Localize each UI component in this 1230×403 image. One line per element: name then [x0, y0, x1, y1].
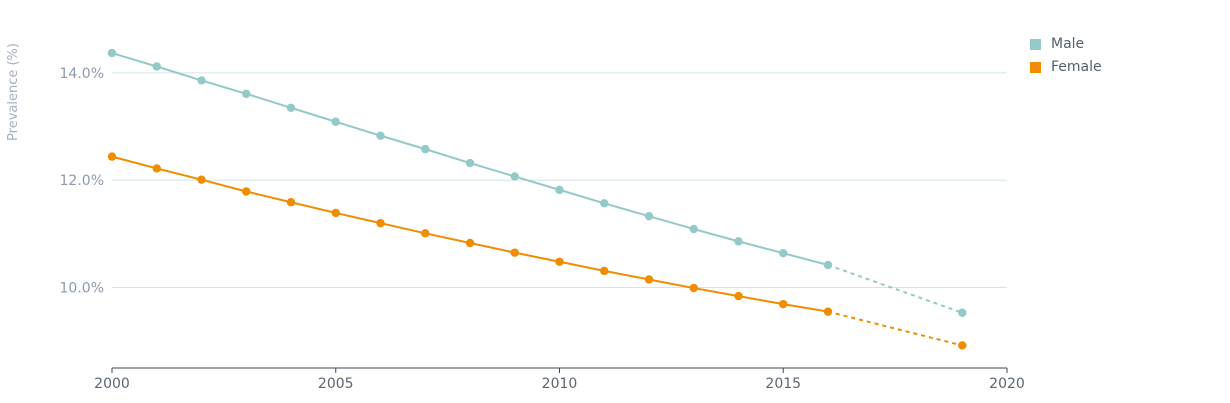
data-point-female[interactable] — [152, 164, 161, 173]
data-point-female[interactable] — [376, 218, 385, 228]
data-point-female[interactable] — [465, 238, 475, 248]
data-point-male[interactable] — [242, 89, 251, 99]
legend-item-male[interactable]: Male — [1030, 32, 1102, 55]
x-tick-label: 2000 — [94, 376, 130, 392]
legend-label-female: Female — [1051, 58, 1102, 75]
legend-label-male: Male — [1051, 35, 1085, 52]
y-axis-title: Prevalence (%) — [6, 43, 21, 141]
data-point-female[interactable] — [734, 291, 743, 301]
x-tick-label: 2005 — [318, 376, 354, 392]
data-point-female[interactable] — [107, 152, 117, 161]
projection-point-female[interactable] — [958, 341, 967, 350]
data-point-female[interactable] — [331, 208, 340, 218]
data-point-male[interactable] — [331, 117, 340, 126]
data-point-male[interactable] — [421, 144, 430, 154]
data-point-male[interactable] — [734, 237, 743, 246]
data-point-male[interactable] — [823, 260, 833, 270]
data-point-male[interactable] — [197, 76, 206, 85]
projection-line-female — [827, 310, 963, 347]
legend-item-female[interactable]: Female — [1030, 55, 1102, 78]
series-male — [107, 48, 967, 317]
data-point-female[interactable] — [242, 187, 251, 196]
legend-swatch-male — [1030, 39, 1041, 50]
y-tick-label: 10.0% — [60, 281, 104, 297]
y-tick-label: 14.0% — [60, 66, 104, 82]
series-layer — [107, 48, 967, 350]
data-point-female[interactable] — [555, 257, 564, 266]
data-point-male[interactable] — [286, 103, 296, 112]
data-point-female[interactable] — [689, 283, 698, 293]
data-point-female[interactable] — [286, 198, 296, 207]
y-tick-labels: 10.0% 12.0% 14.0% — [60, 66, 104, 297]
x-tick-label: 2015 — [765, 376, 801, 392]
x-tick-label: 2020 — [989, 376, 1025, 392]
legend-swatch-female — [1030, 62, 1041, 73]
y-tick-label: 12.0% — [60, 173, 104, 189]
data-point-female[interactable] — [823, 307, 833, 316]
series-female — [107, 152, 967, 350]
data-point-male[interactable] — [644, 211, 654, 221]
data-point-female[interactable] — [644, 275, 654, 284]
gridlines — [112, 72, 1007, 289]
data-point-female[interactable] — [421, 229, 430, 238]
data-point-male[interactable] — [689, 224, 698, 234]
legend: Male Female — [1030, 32, 1102, 78]
data-point-female[interactable] — [197, 175, 206, 184]
projection-point-male[interactable] — [958, 308, 967, 317]
data-point-male[interactable] — [555, 185, 564, 195]
data-point-female[interactable] — [779, 299, 788, 309]
projection-line-male — [827, 264, 963, 314]
data-point-male[interactable] — [107, 48, 117, 58]
x-tick-labels: 2000 2005 2010 2015 2020 — [94, 368, 1025, 392]
data-point-male[interactable] — [152, 62, 161, 71]
data-point-male[interactable] — [465, 158, 475, 168]
data-point-male[interactable] — [600, 199, 609, 208]
data-point-male[interactable] — [376, 131, 385, 140]
x-tick-label: 2010 — [542, 376, 578, 392]
data-point-male[interactable] — [779, 248, 788, 258]
data-point-female[interactable] — [600, 266, 609, 276]
data-point-female[interactable] — [510, 248, 519, 257]
data-point-male[interactable] — [510, 172, 519, 181]
